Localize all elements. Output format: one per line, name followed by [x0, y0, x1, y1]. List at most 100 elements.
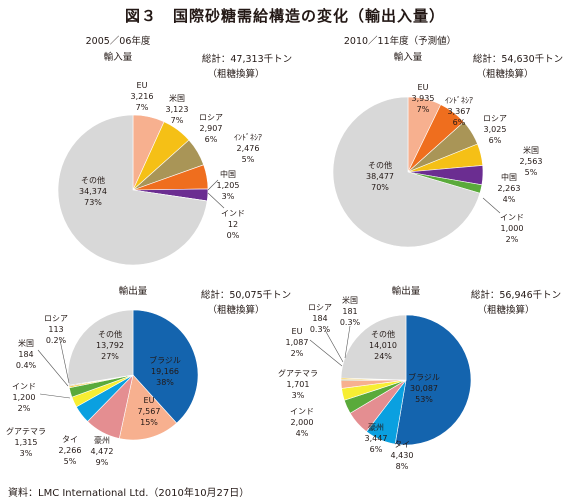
chart-note: （粗糖換算） [207, 68, 264, 80]
slice-label: ロシア [308, 303, 332, 312]
slice-percent: 9% [96, 458, 109, 467]
slice-value: 1,000 [501, 224, 524, 233]
slice-label: EU [292, 327, 303, 336]
slice-value: 113 [48, 325, 63, 334]
slice-percent: 3% [292, 391, 305, 400]
slice-percent: 0.3% [340, 318, 361, 327]
slice-percent: 2% [291, 349, 304, 358]
slice-value: 3,935 [412, 94, 435, 103]
chart-total: 総計：56,946千トン [471, 289, 561, 301]
pie-slice-6 [332, 96, 481, 248]
slice-percent: 7% [136, 103, 149, 112]
leader-line [324, 329, 344, 363]
slice-label: ロシア [44, 314, 68, 323]
slice-percent: 6% [489, 136, 502, 145]
slice-value: 3,025 [484, 125, 507, 134]
slice-label: 中国 [220, 169, 236, 179]
slice-label: EU [144, 396, 155, 405]
slice-percent: 73% [84, 198, 102, 207]
leader-line [39, 393, 71, 399]
chart-total: 総計：50,075千トン [201, 289, 291, 301]
pie-slice-6 [57, 114, 208, 266]
slice-percent: 0.4% [16, 361, 37, 370]
slice-value: 1,200 [13, 393, 36, 402]
slice-value: 34,374 [79, 187, 107, 196]
slice-label: その他 [371, 329, 395, 339]
pie-chart-4: 輸出量 総計：56,946千トン （粗糖換算） ブラジル 30,087 53% タイ 4,43… [278, 285, 561, 471]
leader-line [207, 192, 225, 209]
slice-label: グアテマラ [278, 368, 318, 378]
slice-value: 3,367 [448, 107, 471, 116]
slice-value: 1,205 [217, 181, 240, 190]
slice-percent: 15% [140, 418, 158, 427]
slice-value: 30,087 [410, 384, 438, 393]
slice-value: 3,123 [166, 105, 189, 114]
slice-percent: 4% [296, 429, 309, 438]
slice-label: その他 [98, 329, 122, 339]
slice-value: 1,315 [15, 438, 38, 447]
source-note: 資料：LMC International Ltd.（2010年10月27日） [8, 488, 250, 499]
pie-chart-3: 輸出量 総計：50,075千トン （粗糖換算） ブラジル 19,166 38%EU 7,56… [6, 285, 291, 467]
slice-label: 米国 [523, 145, 539, 155]
chart-total: 総計：54,630千トン [473, 53, 563, 65]
slice-label: タイ [394, 440, 410, 449]
slice-value: 2,263 [498, 184, 521, 193]
slice-percent: 70% [371, 183, 389, 192]
slice-value: 2,476 [237, 144, 260, 153]
slice-value: 19,166 [151, 367, 179, 376]
slice-label: タイ [62, 435, 78, 444]
pie-slice-0 [132, 309, 199, 424]
slice-label: 中国 [501, 172, 517, 182]
pie-slice-0 [394, 314, 472, 446]
slice-percent: 6% [370, 445, 383, 454]
slice-percent: 0.3% [310, 325, 331, 334]
slice-value: 4,472 [91, 447, 114, 456]
slice-value: 2,000 [291, 418, 314, 427]
slice-value: 184 [312, 314, 327, 323]
slice-percent: 5% [525, 168, 538, 177]
slice-percent: 38% [156, 378, 174, 387]
slice-value: 1,087 [286, 338, 309, 347]
chart-note: （粗糖換算） [476, 68, 533, 80]
slice-label: インド [221, 209, 245, 218]
slice-percent: 0% [227, 231, 240, 240]
chart-period: 2010／11年度（予測値） [344, 35, 456, 47]
chart-subtitle: 輸出量 [392, 285, 421, 297]
slice-value: 184 [18, 350, 33, 359]
slice-value: 3,216 [131, 92, 154, 101]
slice-label: 米国 [342, 295, 358, 305]
slice-label: ブラジル [149, 355, 181, 365]
slice-percent: 27% [101, 352, 119, 361]
slice-value: 4,430 [391, 451, 414, 460]
leader-line [482, 197, 501, 214]
slice-percent: 0.2% [46, 336, 67, 345]
chart-note: （粗糖換算） [477, 304, 534, 316]
slice-percent: 53% [415, 395, 433, 404]
slice-percent: 8% [396, 462, 409, 471]
slice-percent: 4% [503, 195, 516, 204]
slice-value: 12 [228, 220, 238, 229]
slice-value: 2,266 [59, 446, 82, 455]
page-title: 図３ 国際砂糖需給構造の変化（輸出入量） [124, 7, 445, 25]
leader-line [37, 349, 69, 387]
chart-total: 総計：47,313千トン [202, 53, 292, 65]
chart-subtitle: 輸入量 [104, 51, 133, 63]
slice-value: 13,792 [96, 341, 124, 350]
slice-percent: 24% [374, 352, 392, 361]
slice-percent: 3% [20, 449, 33, 458]
slice-percent: 6% [453, 118, 466, 127]
slice-value: 181 [342, 307, 357, 316]
slice-label: ｲﾝﾄﾞﾈｼｱ [445, 96, 473, 105]
slice-value: 38,477 [366, 172, 394, 181]
slice-label: インド [500, 213, 524, 222]
slice-label: ロシア [199, 113, 223, 122]
leader-line [344, 325, 351, 359]
slice-percent: 3% [222, 192, 235, 201]
slice-label: グアテマラ [6, 426, 46, 436]
chart-subtitle: 輸入量 [394, 51, 423, 63]
slice-label: その他 [81, 175, 105, 185]
slice-label: インド [12, 382, 36, 391]
leader-line [59, 339, 70, 384]
